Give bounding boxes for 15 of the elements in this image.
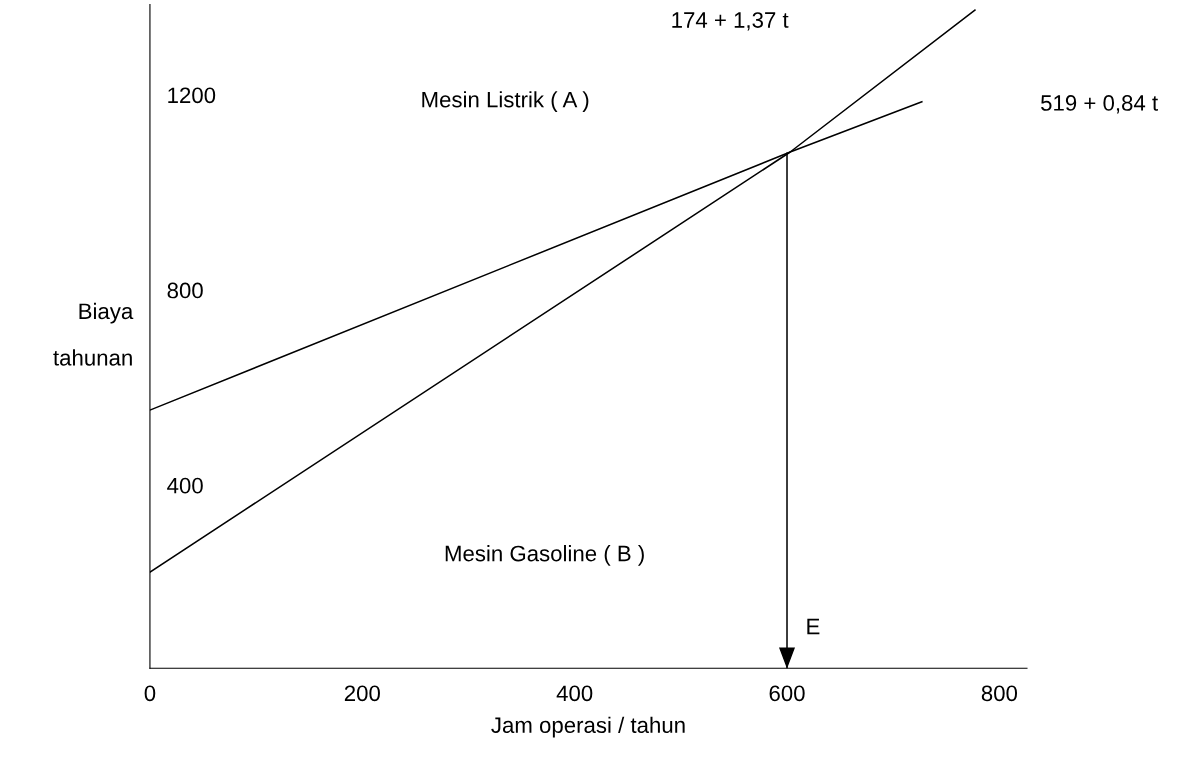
x-tick-label: 400: [556, 685, 593, 702]
x-tick-label: 800: [981, 685, 1018, 702]
y-tick-label: 400: [167, 477, 203, 494]
annotation: Mesin Listrik ( A ): [422, 91, 589, 112]
y-axis-title: Biaya tahunan: [53, 302, 134, 366]
text: 519 + 0,84 t: [1041, 95, 1158, 114]
x-tick-label: 200: [344, 685, 380, 702]
annotation: Mesin Gasoline ( B ): [445, 545, 644, 566]
annotation: 174 + 1,37 t: [672, 12, 789, 31]
y-tick-label: 1200: [168, 87, 216, 104]
x-tick-label: 0: [144, 685, 156, 702]
x-axis-title: Jam operasi / tahun: [491, 716, 685, 738]
x-tick-label: 600: [769, 685, 805, 702]
ref-line-label: E: [807, 618, 820, 635]
y-tick-label: 800: [167, 282, 203, 299]
